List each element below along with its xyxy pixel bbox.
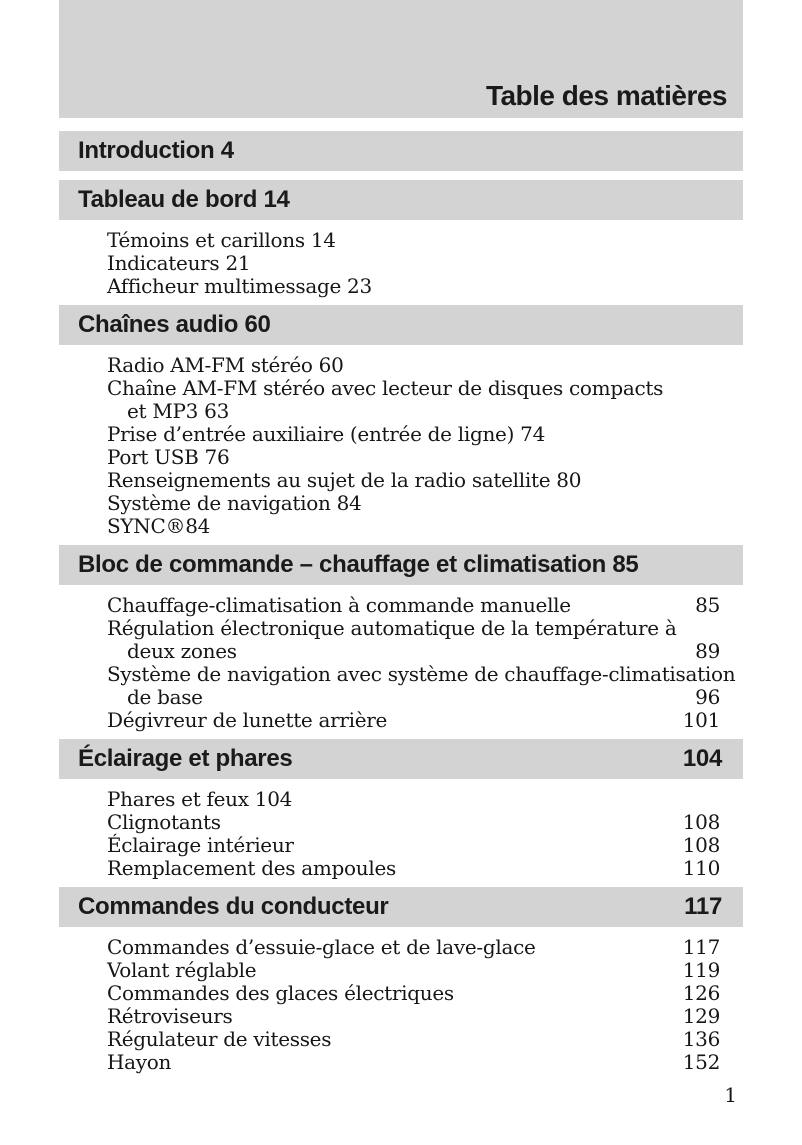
toc-entry-label: Remplacement des ampoules [107, 856, 396, 880]
toc-entry: Prise d’entrée auxiliaire (entrée de lig… [107, 422, 545, 446]
toc-entry-page-number: 108 [682, 833, 721, 857]
toc-entry-label: de base [127, 685, 203, 709]
section-heading-label: Éclairage et phares [78, 745, 293, 772]
toc-entry: Port USB 76 [107, 445, 230, 469]
toc-entry-label: Commandes des glaces électriques [107, 981, 454, 1005]
toc-entry-page-number: 85 [695, 593, 720, 617]
toc-entry: Éclairage intérieur 108 [59, 834, 743, 857]
section-header-eclairage-et-phares: Éclairage et phares 104 [59, 739, 743, 779]
section-heading-label: Tableau de bord 14 [78, 186, 290, 213]
section-entries-commandes-du-conducteur: Commandes d’essuie-glace et de lave-glac… [59, 927, 743, 1081]
section-header-bloc-de-commande: Bloc de commande – chauffage et climatis… [59, 545, 743, 585]
toc-entry: Régulateur de vitesses 136 [59, 1028, 743, 1051]
toc-entry: Remplacement des ampoules 110 [59, 857, 743, 880]
page-folio-number: 1 [724, 1083, 737, 1107]
toc-entry-page-number: 119 [682, 958, 721, 982]
section-heading-label: Introduction 4 [78, 137, 234, 164]
section-header-introduction: Introduction 4 [59, 131, 743, 171]
title-banner: Table des matières [59, 0, 743, 118]
toc-entry-page-number: 89 [695, 639, 720, 663]
section-heading-page-number: 104 [682, 745, 722, 772]
toc-entry-page-number: 117 [682, 935, 721, 959]
toc-content: Table des matières Introduction 4 Tablea… [59, 0, 743, 1107]
toc-entry-label: deux zones [127, 639, 237, 663]
section-entries-eclairage-et-phares: Phares et feux 104 Clignotants 108 Éclai… [59, 779, 743, 887]
toc-entry-page-number: 108 [682, 810, 721, 834]
section-header-commandes-du-conducteur: Commandes du conducteur 117 [59, 887, 743, 927]
toc-entry: Clignotants 108 [59, 811, 743, 834]
section-header-tableau-de-bord: Tableau de bord 14 [59, 180, 743, 220]
toc-entry-label: Chauffage-climatisation à commande manue… [107, 593, 571, 617]
toc-entry: Chauffage-climatisation à commande manue… [59, 594, 743, 617]
toc-entry: Système de navigation 84 [107, 491, 362, 515]
toc-entry: Régulation électronique automatique de l… [107, 616, 677, 640]
toc-entry-continuation: et MP3 63 [127, 399, 229, 423]
toc-entry: Hayon 152 [59, 1051, 743, 1074]
toc-entry-page-number: 152 [682, 1050, 721, 1074]
toc-entry-label: Commandes d’essuie-glace et de lave-glac… [107, 935, 536, 959]
toc-entry-continuation: deux zones 89 [59, 640, 743, 663]
toc-entry-label: Clignotants [107, 810, 221, 834]
section-entries-chaines-audio: Radio AM-FM stéréo 60 Chaîne AM-FM stéré… [59, 345, 743, 545]
toc-entry-page-number: 129 [682, 1004, 721, 1028]
toc-entry-page-number: 101 [682, 708, 721, 732]
toc-entry-label: Hayon [107, 1050, 172, 1074]
toc-entry: Rétroviseurs 129 [59, 1005, 743, 1028]
toc-entry: Phares et feux 104 [107, 787, 293, 811]
section-heading-label: Chaînes audio 60 [78, 311, 271, 338]
toc-entry-page-number: 96 [695, 685, 720, 709]
toc-entry: Radio AM-FM stéréo 60 [107, 353, 344, 377]
toc-entry: Chaîne AM-FM stéréo avec lecteur de disq… [107, 376, 664, 400]
section-heading-page-number: 117 [684, 893, 722, 920]
toc-entry: Commandes d’essuie-glace et de lave-glac… [59, 936, 743, 959]
toc-entry: Indicateurs 21 [107, 251, 251, 275]
toc-entry: Témoins et carillons 14 [107, 228, 336, 252]
toc-entry-page-number: 110 [682, 856, 721, 880]
toc-entry-label: Volant réglable [107, 958, 257, 982]
toc-entry-continuation: de base 96 [59, 686, 743, 709]
toc-entry-label: Éclairage intérieur [107, 833, 294, 857]
toc-entry: Afficheur multimessage 23 [107, 274, 372, 298]
toc-entry-page-number: 136 [682, 1027, 721, 1051]
page-title: Table des matières [485, 80, 728, 111]
section-entries-tableau-de-bord: Témoins et carillons 14 Indicateurs 21 A… [59, 220, 743, 305]
toc-entry: Renseignements au sujet de la radio sate… [107, 468, 582, 492]
toc-entry-page-number: 126 [682, 981, 721, 1005]
toc-entry-label: Dégivreur de lunette arrière [107, 708, 388, 732]
section-header-chaines-audio: Chaînes audio 60 [59, 305, 743, 345]
toc-entry: Dégivreur de lunette arrière 101 [59, 709, 743, 732]
toc-entry: SYNC®84 [107, 514, 211, 538]
section-heading-label: Commandes du conducteur [78, 893, 389, 920]
toc-entry: Volant réglable 119 [59, 959, 743, 982]
toc-entry-label: Régulateur de vitesses [107, 1027, 332, 1051]
toc-entry: Commandes des glaces électriques 126 [59, 982, 743, 1005]
section-heading-label: Bloc de commande – chauffage et climatis… [78, 551, 639, 578]
divider [59, 171, 743, 180]
toc-entry: Système de navigation avec système de ch… [107, 662, 736, 686]
section-entries-bloc-de-commande: Chauffage-climatisation à commande manue… [59, 585, 743, 739]
toc-entry-label: Rétroviseurs [107, 1004, 233, 1028]
